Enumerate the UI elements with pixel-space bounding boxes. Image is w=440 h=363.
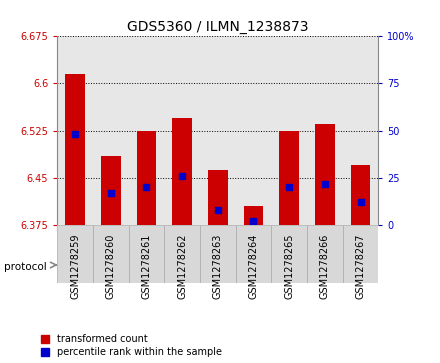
Bar [65, 74, 85, 225]
Bar [236, 36, 271, 225]
Text: GSM1278264: GSM1278264 [249, 234, 258, 299]
Bar [136, 131, 156, 225]
Text: GSM1278266: GSM1278266 [320, 234, 330, 299]
Legend: transformed count, percentile rank within the sample: transformed count, percentile rank withi… [40, 333, 223, 358]
FancyBboxPatch shape [57, 225, 93, 283]
Bar [172, 118, 192, 225]
Bar [315, 125, 335, 225]
Bar [343, 36, 378, 225]
FancyBboxPatch shape [128, 225, 164, 283]
Bar [351, 165, 370, 225]
Text: GSM1278259: GSM1278259 [70, 234, 80, 299]
Title: GDS5360 / ILMN_1238873: GDS5360 / ILMN_1238873 [127, 20, 308, 34]
Text: GSM1278260: GSM1278260 [106, 234, 116, 299]
FancyBboxPatch shape [164, 225, 200, 283]
FancyBboxPatch shape [271, 225, 307, 283]
Bar [164, 36, 200, 225]
Bar [200, 36, 236, 225]
FancyBboxPatch shape [93, 225, 128, 283]
FancyBboxPatch shape [307, 225, 343, 283]
Bar [57, 36, 93, 225]
Bar [271, 36, 307, 225]
FancyBboxPatch shape [200, 225, 236, 283]
FancyBboxPatch shape [343, 225, 378, 283]
Bar [101, 156, 121, 225]
Text: protocol: protocol [4, 262, 47, 272]
FancyBboxPatch shape [164, 249, 378, 281]
Bar [307, 36, 343, 225]
Text: control: control [92, 260, 129, 270]
Text: GSM1278267: GSM1278267 [356, 234, 366, 299]
FancyBboxPatch shape [57, 249, 164, 281]
Bar [128, 36, 164, 225]
Bar [279, 131, 299, 225]
Bar [244, 206, 263, 225]
Text: GSM1278265: GSM1278265 [284, 234, 294, 299]
Bar [93, 36, 128, 225]
Text: GSM1278262: GSM1278262 [177, 234, 187, 299]
Text: GSM1278263: GSM1278263 [213, 234, 223, 299]
Bar [208, 170, 227, 225]
Text: Csnk1a1 knockdown: Csnk1a1 knockdown [217, 260, 325, 270]
FancyBboxPatch shape [236, 225, 271, 283]
Text: GSM1278261: GSM1278261 [141, 234, 151, 299]
